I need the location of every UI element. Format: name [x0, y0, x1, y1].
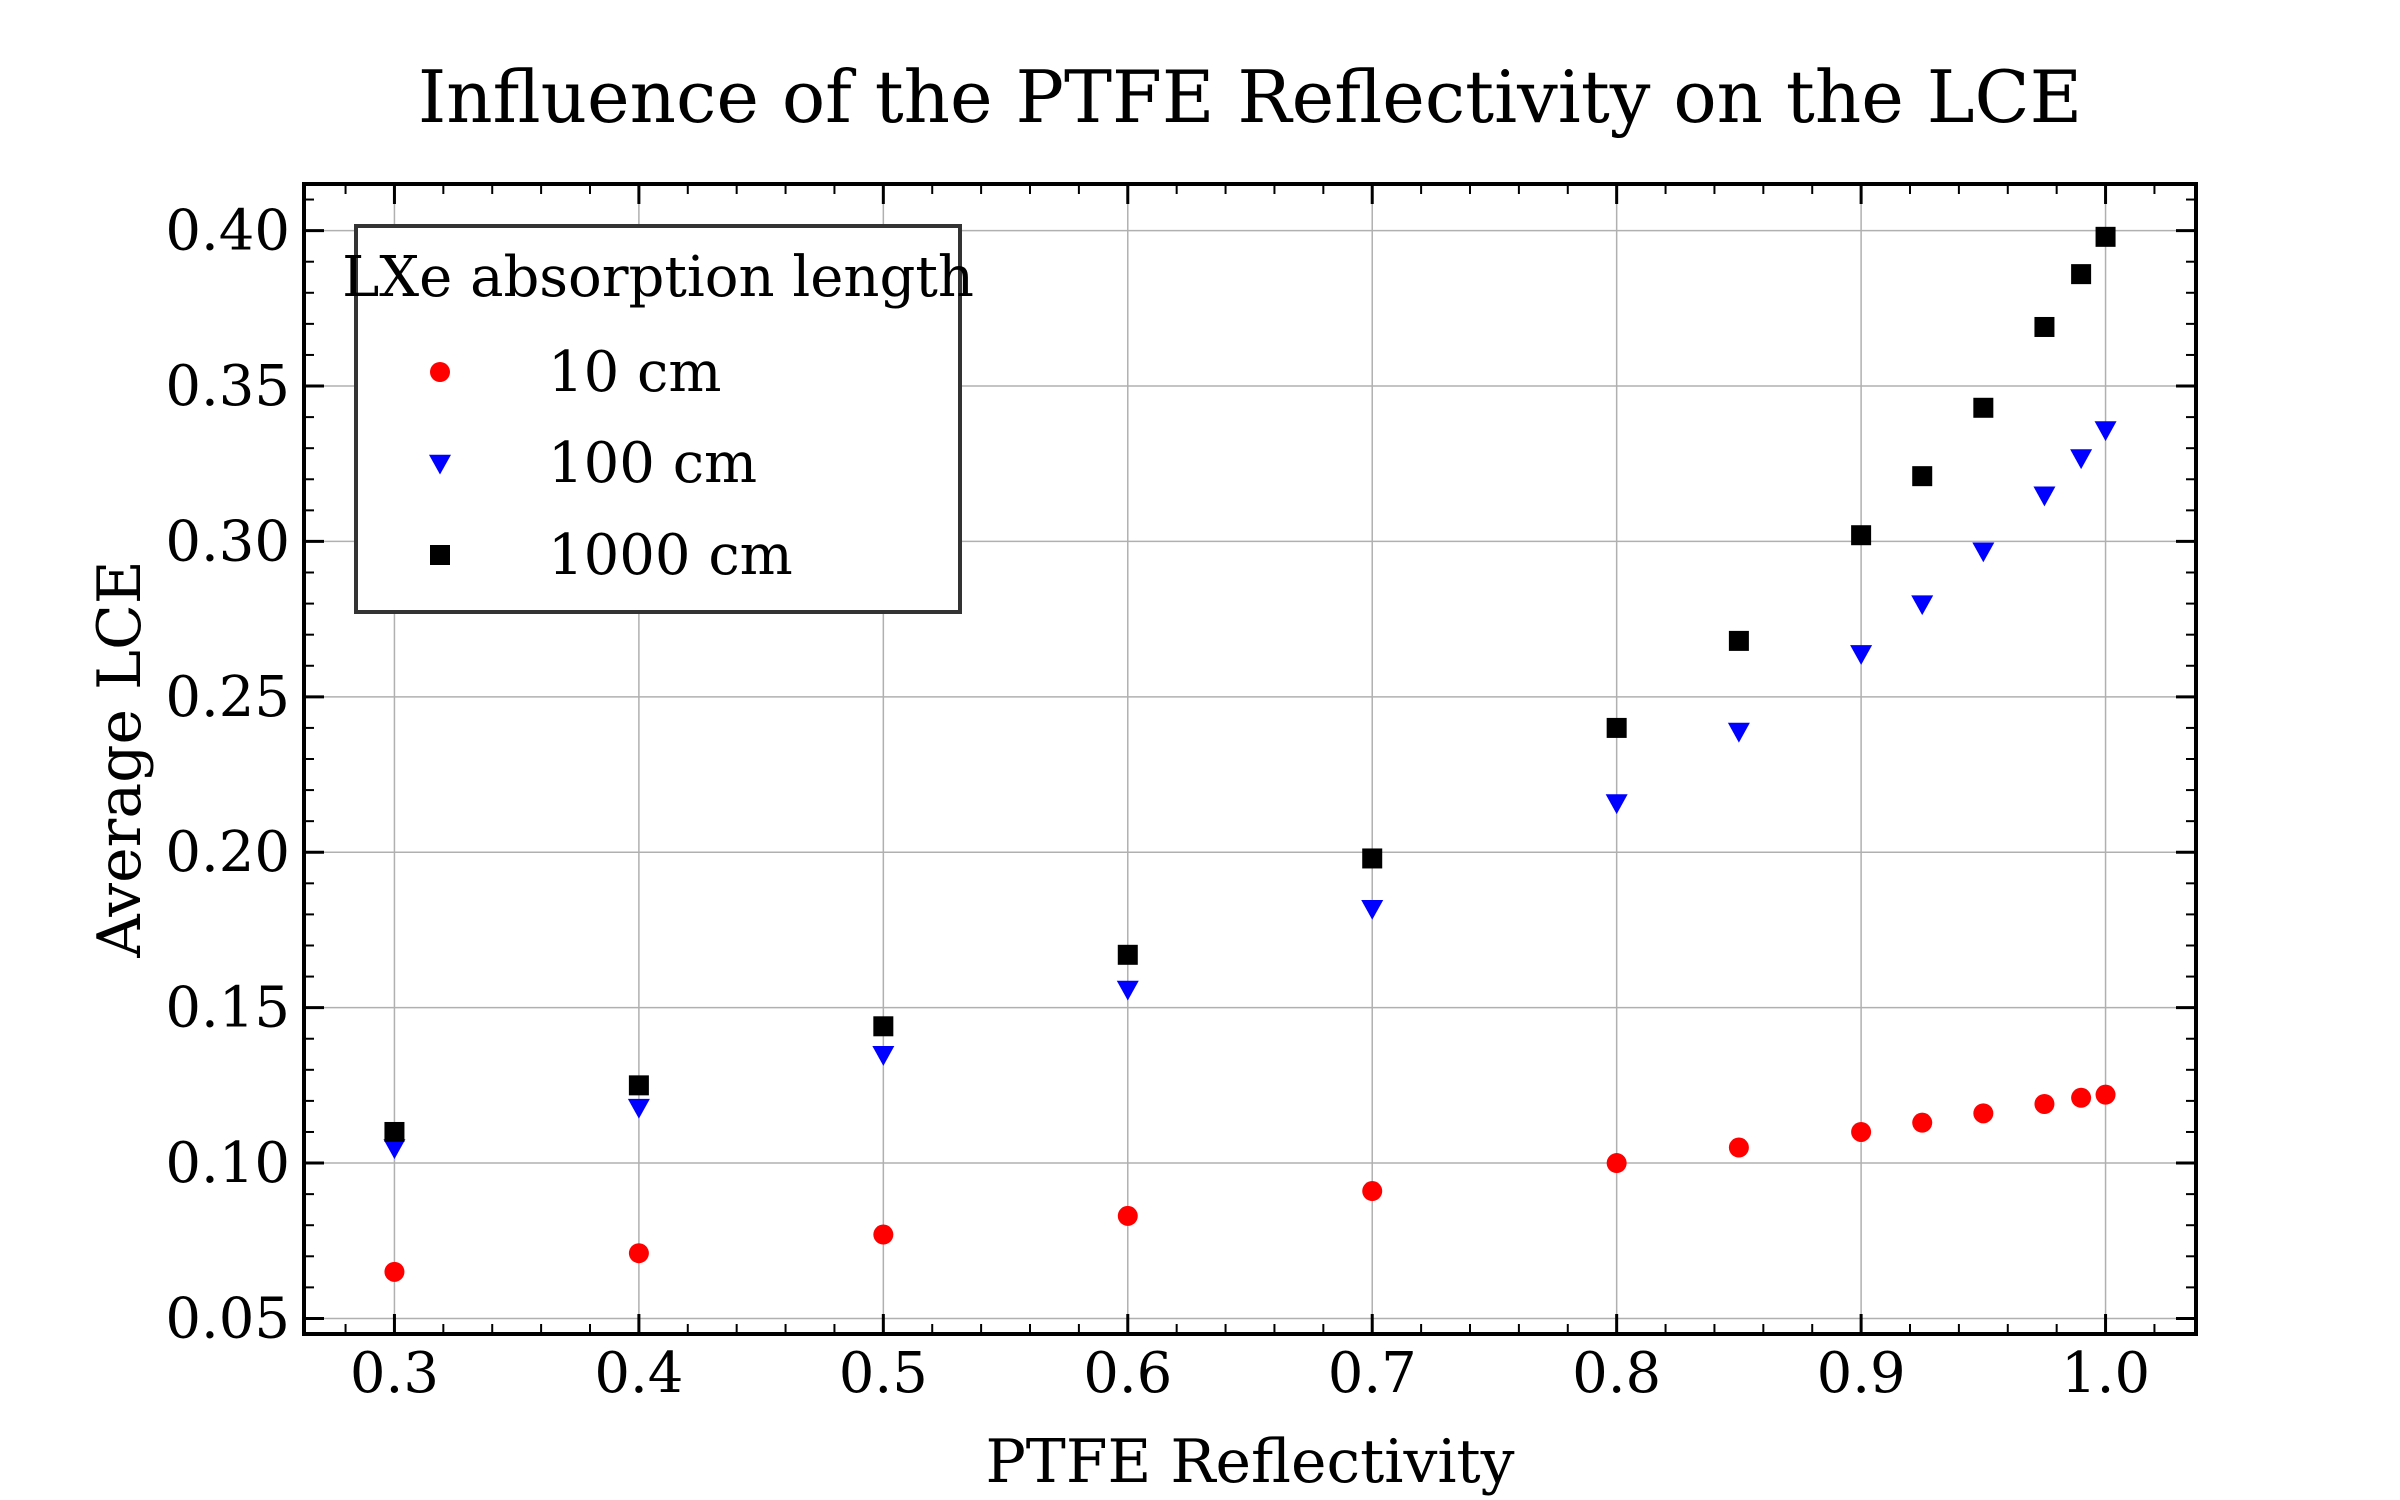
grid: [304, 184, 2196, 1334]
data-point-triangle-down: [1727, 722, 1750, 743]
data-point-circle: [2095, 1084, 2116, 1105]
data-point-triangle-down: [2033, 486, 2056, 507]
data-point-circle: [1851, 1121, 1872, 1142]
chart-title: Influence of the PTFE Reflectivity on th…: [418, 55, 2082, 139]
data-point-circle: [384, 1261, 405, 1282]
data-point-square: [1912, 466, 1933, 487]
data-point-triangle-down: [872, 1046, 895, 1066]
data-point-circle: [1606, 1153, 1627, 1174]
x-tick-label: 0.3: [350, 1341, 439, 1406]
data-point-triangle-down: [2094, 421, 2117, 442]
y-tick-label: 0.25: [165, 665, 290, 730]
x-tick-label: 0.9: [1817, 1341, 1906, 1406]
data-point-square: [1851, 525, 1872, 546]
y-axis-label: Average LCE: [85, 560, 155, 958]
data-point-triangle-down: [627, 1098, 650, 1119]
data-point-circle: [873, 1224, 894, 1245]
x-tick-label: 0.6: [1083, 1341, 1172, 1406]
data-point-triangle-down: [1911, 595, 1934, 616]
legend-entries: 10 cm 100 cm 1000 cm: [429, 340, 793, 588]
x-tick-label: 0.7: [1328, 1341, 1417, 1406]
legend-marker-triangle-down: [429, 454, 451, 475]
data-point-triangle-down: [2070, 449, 2093, 470]
legend-label: 100 cm: [548, 431, 757, 496]
data-point-square: [384, 1121, 405, 1142]
data-point-triangle-down: [1972, 542, 1995, 563]
x-tick-label: 0.4: [594, 1341, 683, 1406]
y-tick-label: 0.35: [165, 354, 290, 419]
data-point-circle: [1728, 1137, 1749, 1158]
data-point-circle: [2034, 1094, 2055, 1114]
data-point-triangle-down: [1605, 794, 1628, 815]
legend-title: LXe absorption length: [342, 245, 974, 310]
series-1: [383, 421, 2117, 1160]
data-point-triangle-down: [1850, 645, 1873, 665]
x-axis-label: PTFE Reflectivity: [985, 1427, 1514, 1497]
y-tick-label: 0.30: [165, 509, 290, 574]
y-tick-label: 0.15: [165, 976, 290, 1041]
data-point-square: [628, 1075, 649, 1096]
legend-label: 1000 cm: [548, 523, 793, 588]
data-points: [383, 226, 2117, 1282]
data-point-square: [2095, 226, 2116, 247]
data-point-square: [873, 1016, 894, 1037]
y-tick-label: 0.10: [165, 1131, 290, 1196]
x-tick-label: 1.0: [2061, 1341, 2150, 1406]
x-tick-label: 0.5: [839, 1341, 928, 1406]
data-point-square: [1973, 397, 1994, 418]
data-point-square: [1728, 630, 1749, 651]
legend-marker-circle: [430, 362, 450, 382]
data-point-circle: [1117, 1205, 1138, 1226]
data-point-triangle-down: [383, 1139, 406, 1160]
data-point-square: [1117, 944, 1138, 965]
data-point-square: [2034, 316, 2055, 337]
y-tick-label: 0.20: [165, 820, 290, 885]
data-point-circle: [628, 1243, 649, 1264]
legend-box: [354, 224, 962, 614]
data-point-square: [2071, 264, 2092, 285]
y-tick-label: 0.40: [165, 199, 290, 264]
data-point-circle: [1912, 1112, 1933, 1133]
series-0: [384, 1084, 2116, 1282]
data-point-square: [1362, 848, 1383, 869]
data-point-circle: [1362, 1181, 1383, 1202]
y-tick-label: 0.05: [165, 1286, 290, 1351]
legend-marker-square: [430, 545, 450, 565]
x-tick-label: 0.8: [1572, 1341, 1661, 1406]
legend-label: 10 cm: [548, 340, 722, 405]
series-2: [384, 226, 2116, 1142]
data-point-triangle-down: [1361, 899, 1384, 920]
data-point-triangle-down: [1116, 980, 1139, 1001]
plot-frame: [302, 182, 2198, 1336]
data-point-circle: [2071, 1087, 2092, 1108]
data-point-square: [1606, 717, 1627, 738]
legend: LXe absorption length 10 cm 100 cm 1000 cm: [342, 224, 974, 614]
data-point-circle: [1973, 1103, 1994, 1124]
tick-labels: 0.3 0.4 0.5 0.6 0.7 0.8 0.9 1.0 0.05 0.10 0.15 0.20…: [165, 199, 2150, 1406]
